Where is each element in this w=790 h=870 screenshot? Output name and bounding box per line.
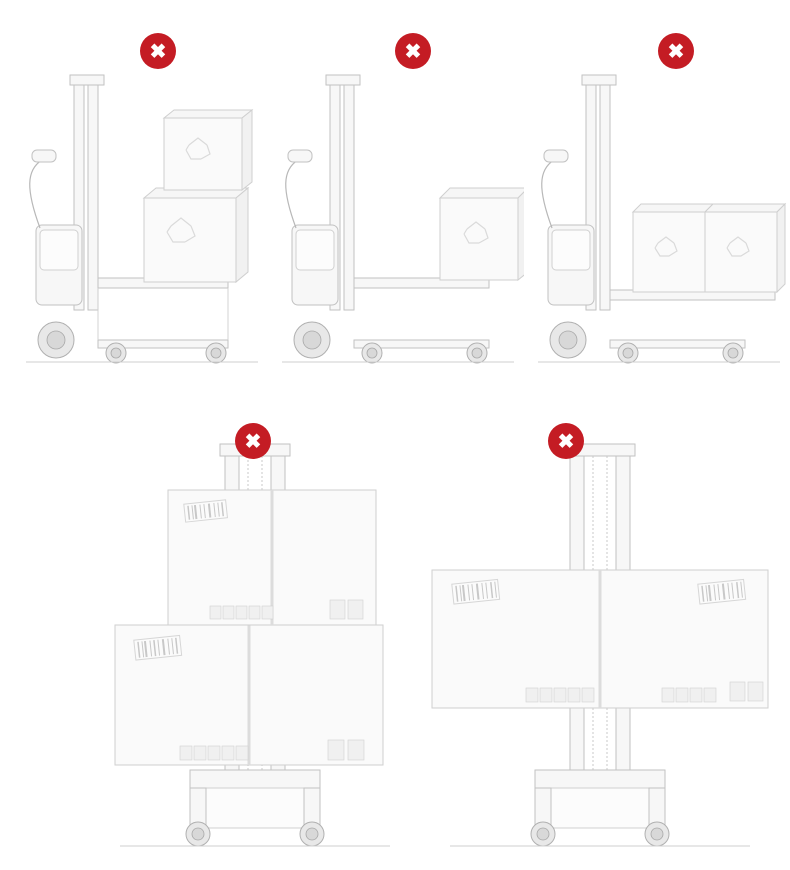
- drawing-stacker-side-1: [16, 20, 268, 370]
- safety-diagram-grid: ✖ ✖ ✖: [0, 0, 790, 870]
- panel-bottom-left: [90, 410, 420, 850]
- panel-bottom-right: [430, 410, 770, 850]
- drawing-stacker-front-1: [90, 410, 420, 850]
- incorrect-badge-icon: ✖: [395, 33, 431, 69]
- drawing-stacker-side-3: [528, 20, 788, 370]
- drawing-stacker-side-2: [272, 20, 524, 370]
- panel-top-left: [16, 20, 268, 370]
- incorrect-badge-icon: ✖: [235, 423, 271, 459]
- incorrect-badge-icon: ✖: [140, 33, 176, 69]
- panel-top-right: [528, 20, 780, 370]
- drawing-stacker-front-2: [430, 410, 770, 850]
- incorrect-badge-icon: ✖: [658, 33, 694, 69]
- incorrect-badge-icon: ✖: [548, 423, 584, 459]
- panel-top-mid: [272, 20, 524, 370]
